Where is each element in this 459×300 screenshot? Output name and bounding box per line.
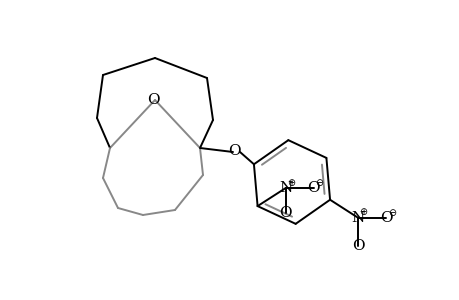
Text: O: O bbox=[351, 239, 364, 253]
Text: N: N bbox=[351, 211, 364, 225]
Text: ⊖: ⊖ bbox=[315, 178, 323, 188]
Text: O: O bbox=[379, 211, 392, 225]
Text: O: O bbox=[146, 93, 159, 107]
Text: N: N bbox=[278, 181, 291, 195]
Text: O: O bbox=[227, 144, 240, 158]
Text: ⊕: ⊕ bbox=[359, 207, 367, 217]
Text: ⊖: ⊖ bbox=[387, 208, 395, 218]
Text: O: O bbox=[279, 206, 291, 220]
Text: O: O bbox=[307, 181, 319, 195]
Text: ⊕: ⊕ bbox=[286, 178, 295, 188]
